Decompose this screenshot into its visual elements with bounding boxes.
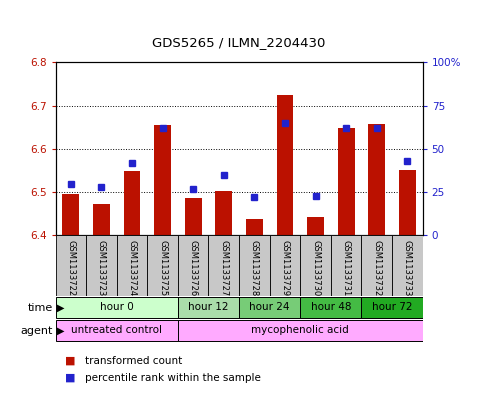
Bar (178, 320, 423, 341)
Text: mycophenolic acid: mycophenolic acid (251, 325, 349, 335)
Bar (209, 235, 239, 296)
Text: GSM1133730: GSM1133730 (311, 240, 320, 296)
Bar (215, 191, 232, 235)
Bar (62, 195, 79, 235)
Bar (239, 235, 270, 296)
Bar (117, 235, 147, 296)
Text: GSM1133728: GSM1133728 (250, 240, 259, 296)
Bar (300, 235, 331, 296)
Text: GSM1133727: GSM1133727 (219, 240, 228, 296)
Text: hour 48: hour 48 (311, 302, 351, 312)
Text: GSM1133726: GSM1133726 (189, 240, 198, 296)
Text: GSM1133722: GSM1133722 (66, 240, 75, 296)
Text: GSM1133733: GSM1133733 (403, 240, 412, 296)
Bar (239, 298, 300, 318)
Bar (361, 235, 392, 296)
Bar (369, 124, 385, 235)
Text: hour 0: hour 0 (100, 302, 134, 312)
Text: transformed count: transformed count (85, 356, 182, 366)
Text: GSM1133732: GSM1133732 (372, 240, 381, 296)
Text: GSM1133725: GSM1133725 (158, 240, 167, 296)
Bar (399, 170, 416, 235)
Text: ■: ■ (65, 356, 76, 366)
Text: ▶: ▶ (57, 325, 64, 336)
Text: agent: agent (21, 325, 53, 336)
Bar (124, 171, 141, 235)
Text: GSM1133724: GSM1133724 (128, 240, 137, 296)
Text: GSM1133731: GSM1133731 (341, 240, 351, 296)
Bar (154, 125, 171, 235)
Bar (361, 298, 423, 318)
Bar (392, 235, 423, 296)
Bar (331, 235, 361, 296)
Text: percentile rank within the sample: percentile rank within the sample (85, 373, 260, 383)
Text: hour 24: hour 24 (249, 302, 290, 312)
Bar (185, 198, 201, 235)
Bar (277, 95, 293, 235)
Bar (56, 298, 178, 318)
Bar (56, 235, 86, 296)
Bar (307, 217, 324, 235)
Bar (56, 320, 178, 341)
Text: GSM1133729: GSM1133729 (281, 240, 289, 296)
Text: GDS5265 / ILMN_2204430: GDS5265 / ILMN_2204430 (153, 36, 326, 49)
Text: hour 12: hour 12 (188, 302, 229, 312)
Bar (246, 219, 263, 235)
Text: time: time (28, 303, 53, 313)
Bar (300, 298, 361, 318)
Text: ■: ■ (65, 373, 76, 383)
Text: ▶: ▶ (57, 303, 64, 313)
Bar (178, 298, 239, 318)
Bar (147, 235, 178, 296)
Bar (270, 235, 300, 296)
Bar (338, 128, 355, 235)
Bar (93, 204, 110, 235)
Text: untreated control: untreated control (71, 325, 162, 335)
Bar (178, 235, 209, 296)
Text: GSM1133723: GSM1133723 (97, 240, 106, 296)
Bar (86, 235, 117, 296)
Text: hour 72: hour 72 (372, 302, 412, 312)
